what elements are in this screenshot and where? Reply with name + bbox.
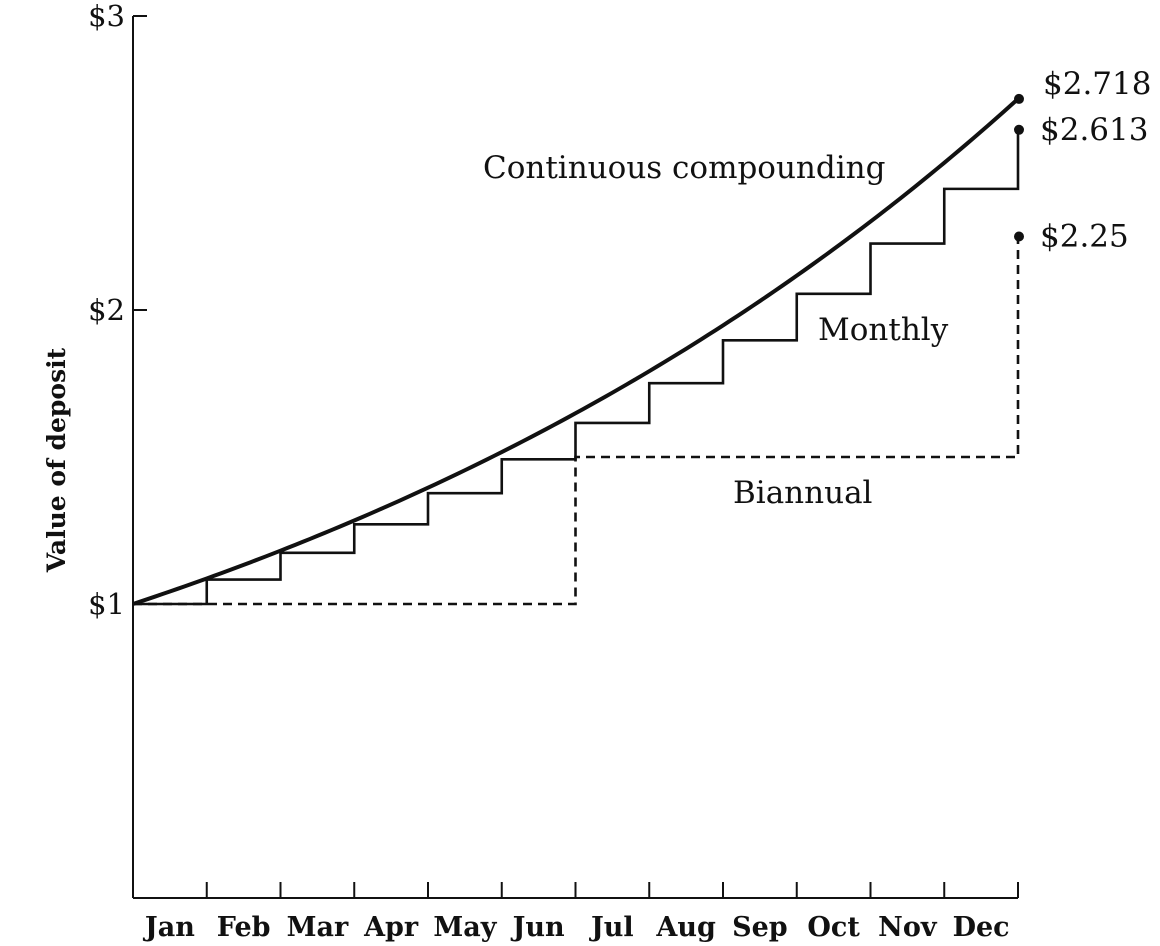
axes: [132, 15, 1019, 899]
y-tick-label: $2: [88, 293, 125, 327]
y-tick-label: $3: [88, 0, 125, 33]
x-tick-label: Sep: [732, 912, 788, 943]
x-tick-label: Mar: [287, 912, 349, 943]
x-tick-label: Jun: [511, 912, 565, 943]
series-monthly-step: [133, 129, 1020, 606]
biannual-end-label: $2.25: [1040, 219, 1129, 255]
y-axis-label: Value of deposit: [42, 347, 71, 573]
x-tick-label: Feb: [217, 912, 271, 943]
biannual-end-point: [1014, 231, 1024, 242]
monthly-end-point: [1014, 124, 1024, 135]
x-tick-label: Oct: [807, 912, 860, 943]
y-tick-label: $1: [88, 587, 125, 621]
x-tick-label: Apr: [363, 912, 419, 943]
series-continuous-line: [132, 97, 1020, 606]
series-label-continuous: Continuous compounding: [483, 150, 885, 186]
continuous-end-label: $2.718: [1043, 66, 1151, 102]
series-biannual-step: [133, 236, 1020, 606]
x-tick-label: May: [433, 912, 497, 943]
series-label-biannual: Biannual: [733, 475, 872, 511]
x-tick-label: Jan: [143, 912, 195, 943]
x-tick-label: Aug: [655, 912, 716, 943]
x-tick-label: Dec: [953, 912, 1010, 943]
series-layer: [132, 93, 1024, 606]
continuous-end-point: [1014, 93, 1024, 104]
series-label-monthly: Monthly: [818, 312, 949, 348]
x-tick-label: Jul: [589, 912, 634, 943]
labels-layer: $1 $2 $3 Jan Feb Mar Apr May Jun Jul Aug Sep Oct Nov D…: [88, 0, 1151, 943]
x-tick-label: Nov: [878, 912, 938, 943]
monthly-end-label: $2.613: [1040, 112, 1148, 148]
